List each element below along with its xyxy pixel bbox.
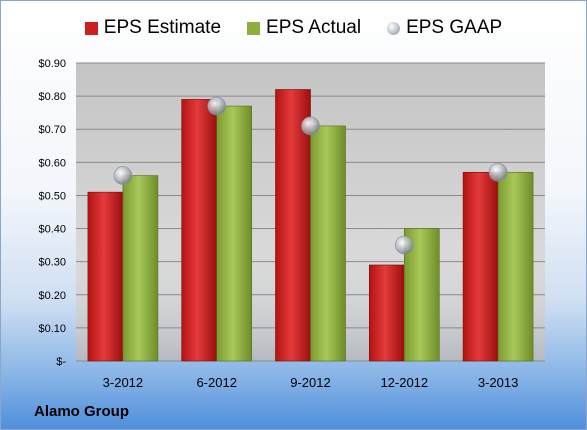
legend-swatch-gaap	[387, 21, 401, 35]
marker-eps-gaap	[207, 96, 226, 116]
legend: EPS Estimate EPS Actual EPS GAAP	[1, 17, 586, 39]
y-tick-label: $0.60	[38, 157, 66, 169]
x-tick-label: 12-2012	[380, 375, 428, 390]
y-tick-label: $0.20	[38, 290, 66, 302]
x-tick-label: 6-2012	[196, 375, 236, 390]
y-tick-label: $0.50	[38, 190, 66, 202]
bar-eps-actual	[497, 171, 534, 362]
marker-eps-gaap	[301, 116, 320, 136]
x-tick-label: 3-2013	[478, 375, 518, 390]
legend-label-estimate: EPS Estimate	[103, 17, 222, 38]
marker-eps-gaap	[394, 235, 414, 255]
bar-eps-estimate	[462, 171, 499, 362]
y-tick-label: $-	[56, 356, 66, 368]
y-tick-label: $0.80	[38, 91, 66, 103]
bar-eps-estimate	[87, 191, 124, 362]
company-label: Alamo Group	[34, 403, 130, 420]
y-tick-label: $0.70	[38, 124, 66, 136]
x-tick-label: 3-2012	[103, 375, 143, 390]
legend-swatch-actual	[247, 21, 261, 35]
y-tick-label: $0.40	[38, 224, 66, 236]
bar-eps-actual	[122, 175, 159, 362]
bar-eps-estimate	[181, 99, 217, 362]
y-tick-label: $0.10	[38, 323, 66, 335]
y-tick-label: $0.90	[38, 58, 66, 70]
legend-item-actual: EPS Actual	[247, 17, 361, 39]
legend-label-gaap: EPS GAAP	[406, 17, 503, 38]
bar-eps-actual	[310, 125, 346, 362]
legend-swatch-estimate	[84, 21, 98, 35]
bar-eps-estimate	[275, 89, 311, 362]
y-tick-label: $0.30	[38, 257, 66, 269]
bar-eps-estimate	[368, 264, 405, 362]
marker-eps-gaap	[488, 162, 508, 182]
legend-item-gaap: EPS GAAP	[387, 17, 502, 39]
legend-label-actual: EPS Actual	[266, 17, 362, 38]
x-tick-label: 9-2012	[290, 375, 330, 390]
legend-item-estimate: EPS Estimate	[84, 17, 222, 39]
bar-eps-actual	[216, 105, 252, 362]
marker-eps-gaap	[113, 166, 133, 185]
